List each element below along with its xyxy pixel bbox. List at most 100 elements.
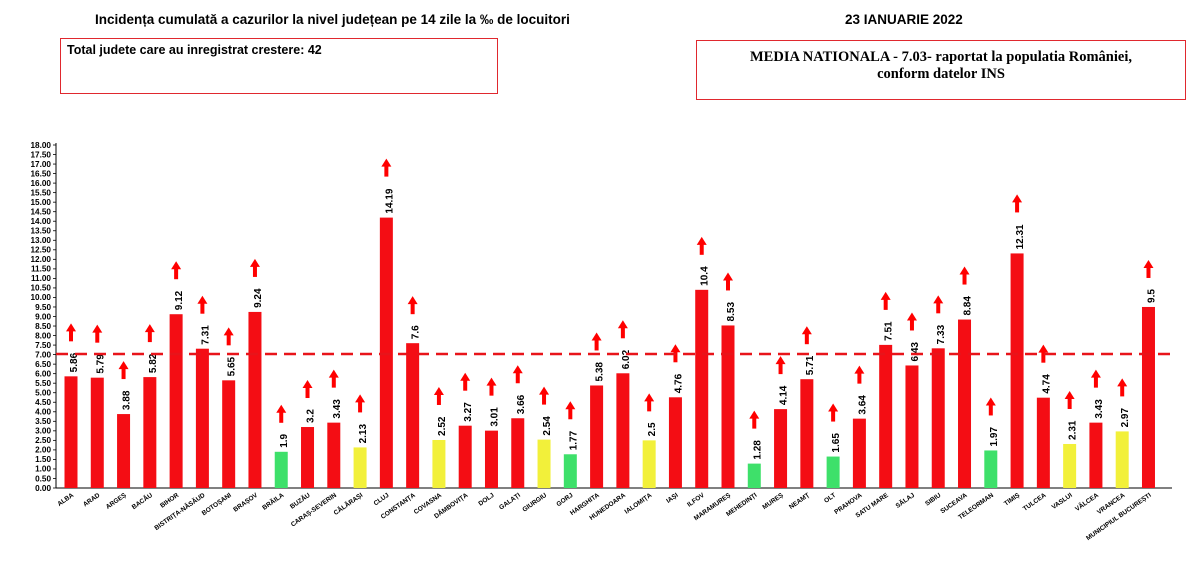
arrow-shaft <box>542 393 547 405</box>
bar-bac-u <box>143 377 157 488</box>
arrow-shaft <box>226 334 231 346</box>
bar-value-label: 4.76 <box>673 373 684 393</box>
arrow-shaft <box>384 165 389 177</box>
y-tick-label: 1.50 <box>35 455 51 464</box>
trend-arrow-icon <box>118 361 129 380</box>
bar-vaslui <box>1063 443 1077 488</box>
arrow-shaft <box>1067 397 1072 409</box>
arrow-shaft <box>436 393 441 405</box>
arrow-shaft <box>909 319 914 331</box>
x-tick-label: ALBA <box>56 492 75 508</box>
trend-arrow-icon <box>171 261 182 280</box>
arrow-shaft <box>752 417 757 429</box>
x-tick-label: BISTRIȚA-NĂSĂUD <box>152 490 207 532</box>
bar-value-label: 5.82 <box>148 353 159 373</box>
x-tick-label: CARAȘ-SEVERIN <box>290 492 338 529</box>
bar-sibiu <box>931 348 945 488</box>
bar-value-label: 2.13 <box>358 424 369 444</box>
bar-value-label: 4.74 <box>1041 374 1052 394</box>
y-tick-label: 7.00 <box>35 350 51 359</box>
trend-arrow-icon <box>381 158 392 177</box>
trend-arrow-icon <box>591 332 602 351</box>
arrow-head <box>644 393 655 402</box>
trend-arrow-icon <box>1143 259 1154 278</box>
bar-value-label: 10.4 <box>700 266 711 286</box>
bar-value-label: 2.54 <box>542 416 553 436</box>
bar-v-lcea <box>1089 422 1103 488</box>
trend-arrow-icon <box>880 291 891 310</box>
y-tick-label: 15.00 <box>31 198 52 207</box>
arrow-head <box>565 401 576 410</box>
trend-arrow-icon <box>1090 369 1101 388</box>
arrow-shaft <box>95 331 100 343</box>
y-tick-label: 2.00 <box>35 446 51 455</box>
y-tick-label: 12.50 <box>31 246 52 255</box>
bar-d-mbovi-a <box>458 425 472 488</box>
y-tick-label: 11.50 <box>31 265 51 274</box>
y-tick-label: 9.00 <box>35 312 51 321</box>
bar-value-label: 5.86 <box>69 352 80 372</box>
bar-value-label: 7.31 <box>200 325 211 345</box>
arrow-head <box>171 261 182 270</box>
arrow-head <box>696 236 707 245</box>
y-tick-label: 3.50 <box>35 417 51 426</box>
trend-arrow-icon <box>539 386 550 405</box>
bar-value-label: 1.97 <box>989 427 1000 447</box>
bar-mehedin-i <box>747 463 761 488</box>
y-tick-label: 5.00 <box>35 389 51 398</box>
trend-arrow-icon <box>1012 194 1023 213</box>
trend-arrow-icon <box>1064 390 1075 409</box>
arrow-shaft <box>121 368 126 380</box>
arrow-shaft <box>489 384 494 396</box>
bar-value-label: 5.65 <box>227 356 238 376</box>
arrow-shaft <box>1041 351 1046 363</box>
bar-value-label: 7.33 <box>936 324 947 344</box>
trend-arrow-icon <box>1117 378 1128 397</box>
arrow-shaft <box>1146 266 1151 278</box>
bar-maramure- <box>721 325 735 488</box>
y-tick-label: 12.00 <box>31 255 52 264</box>
trend-arrow-icon <box>355 394 366 413</box>
arrow-head <box>92 324 103 333</box>
arrow-head <box>223 327 234 336</box>
trend-arrow-icon <box>985 397 996 416</box>
bar-value-label: 7.6 <box>411 325 422 339</box>
x-tick-label: BIHOR <box>159 492 180 510</box>
arrow-head <box>1012 194 1023 203</box>
bar-olt <box>826 456 840 488</box>
bar-value-label: 1.28 <box>752 440 763 460</box>
arrow-shaft <box>804 333 809 345</box>
x-tick-label: TULCEA <box>1022 492 1048 513</box>
arrow-head <box>276 404 287 413</box>
arrow-head <box>433 386 444 395</box>
arrow-head <box>775 356 786 365</box>
y-tick-label: 0.50 <box>35 474 51 483</box>
y-tick-label: 0.00 <box>35 484 51 493</box>
y-tick-label: 8.00 <box>35 331 51 340</box>
trend-arrow-icon <box>775 356 786 375</box>
bar-timi- <box>1010 253 1024 488</box>
x-tick-label: CĂLĂRAȘI <box>332 490 365 517</box>
bar-value-label: 14.19 <box>384 188 395 213</box>
arrow-head <box>249 258 260 267</box>
arrow-head <box>959 266 970 275</box>
bar-value-label: 9.12 <box>174 290 185 310</box>
bar-value-label: 3.88 <box>122 390 133 410</box>
trend-arrow-icon <box>723 272 733 291</box>
arrow-shaft <box>988 404 993 416</box>
bar-value-label: 6.43 <box>910 342 921 362</box>
y-tick-label: 15.50 <box>31 188 52 197</box>
bar-value-label: 3.64 <box>857 395 868 415</box>
y-tick-label: 6.00 <box>35 369 51 378</box>
y-tick-label: 17.00 <box>31 160 52 169</box>
arrow-shaft <box>463 379 468 391</box>
y-tick-label: 4.50 <box>35 398 51 407</box>
arrow-shaft <box>699 243 704 255</box>
bar-value-label: 3.66 <box>516 394 527 414</box>
bar-gorj <box>563 454 577 488</box>
x-tick-label: CLUJ <box>373 492 391 508</box>
y-tick-label: 14.50 <box>31 207 52 216</box>
trend-arrow-icon <box>144 324 155 343</box>
x-tick-label: GIURGIU <box>521 492 548 514</box>
bar-value-label: 9.24 <box>253 288 264 308</box>
